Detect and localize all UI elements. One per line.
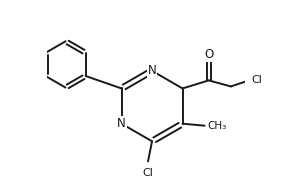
Text: Cl: Cl — [142, 168, 154, 178]
Text: CH₃: CH₃ — [207, 121, 226, 131]
Text: Cl: Cl — [252, 75, 263, 85]
Text: N: N — [117, 117, 126, 130]
Text: N: N — [148, 64, 157, 77]
Text: O: O — [204, 48, 213, 61]
